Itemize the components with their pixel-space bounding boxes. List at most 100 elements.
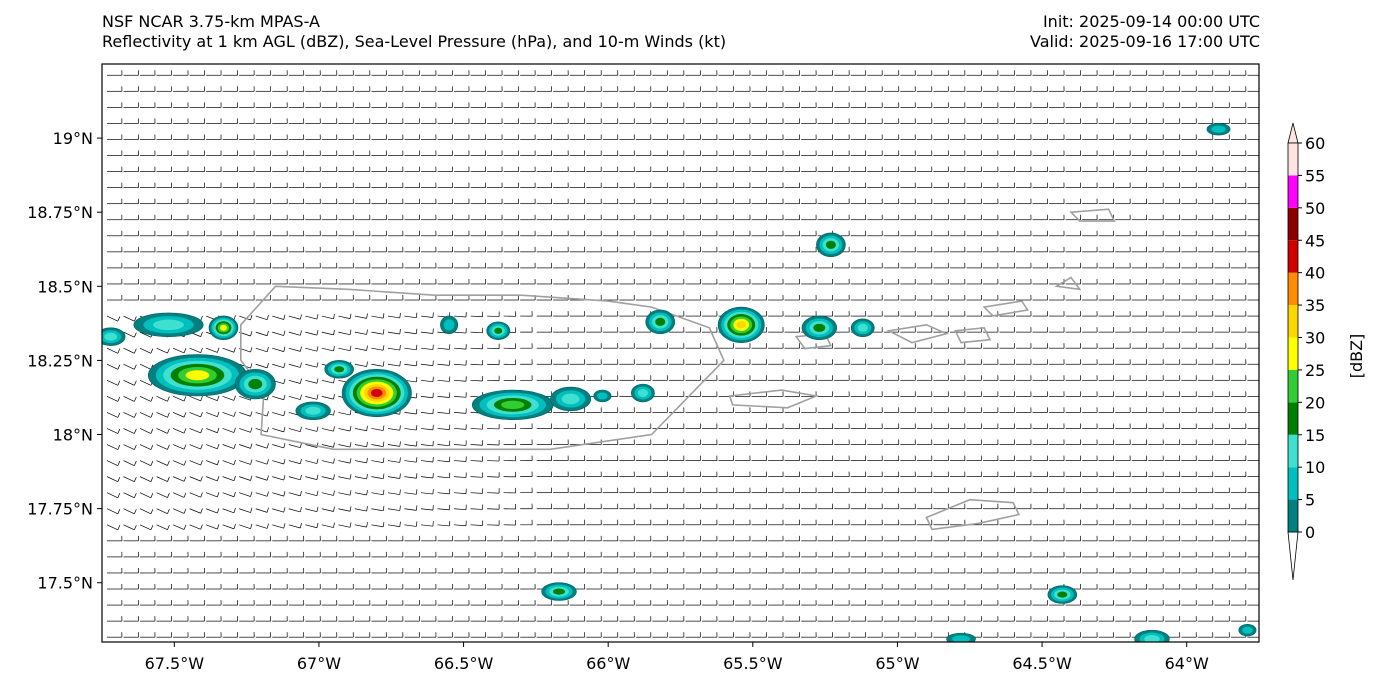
barb-flag <box>117 444 121 450</box>
barb-flag <box>217 395 220 401</box>
barb-flag <box>167 460 170 466</box>
barb-flag <box>382 425 385 431</box>
barb-shaft <box>206 492 218 498</box>
barb-shaft <box>239 460 251 465</box>
barb-shaft <box>321 444 334 448</box>
barb-shaft <box>321 508 334 512</box>
barb-shaft <box>387 508 400 511</box>
barb-flag <box>233 347 236 353</box>
barb-flag <box>382 441 385 447</box>
barb-shaft <box>454 412 467 414</box>
barb-shaft <box>437 428 450 430</box>
barb-shaft <box>139 363 152 370</box>
barb-shaft <box>172 508 185 514</box>
barb-shaft <box>106 412 118 418</box>
barb-shaft <box>139 476 152 483</box>
barb-shaft <box>387 444 400 447</box>
barb-flag <box>150 396 154 402</box>
barb-flag <box>416 473 418 479</box>
barb-flag <box>233 395 236 401</box>
barb-flag <box>382 345 385 351</box>
barb-shaft <box>123 476 135 483</box>
barb-flag <box>349 442 352 448</box>
barb-flag <box>167 524 170 530</box>
barb-shaft <box>255 508 268 513</box>
barb-shaft <box>338 476 351 480</box>
barb-shaft <box>371 524 384 528</box>
field-description: Reflectivity at 1 km AGL (dBZ), Sea-Leve… <box>102 32 727 51</box>
barb-shaft <box>272 363 284 368</box>
barb-shaft <box>305 444 318 448</box>
barb-flag <box>382 473 385 479</box>
barb-shaft <box>321 347 334 352</box>
barb-flag <box>366 313 368 319</box>
barb-flag <box>299 474 302 480</box>
barb-flag <box>366 457 368 463</box>
barb-shaft <box>123 347 135 354</box>
barb-shaft <box>305 379 318 384</box>
barb-shaft <box>222 524 235 530</box>
barb-shaft <box>206 508 218 514</box>
barb-shaft <box>255 363 268 369</box>
barb-flag <box>134 493 137 498</box>
barb-flag <box>233 491 236 497</box>
barb-flag <box>117 396 121 402</box>
barb-flag <box>366 329 368 335</box>
barb-flag <box>316 330 319 336</box>
barb-flag <box>150 476 154 482</box>
barb-shaft <box>288 460 301 465</box>
barb-shaft <box>189 444 201 450</box>
barb-flag <box>134 525 137 531</box>
barb-flag <box>399 361 401 367</box>
barb-flag <box>333 426 335 432</box>
barb-flag <box>217 411 220 417</box>
barb-flag <box>416 457 418 463</box>
barb-shaft <box>172 492 185 498</box>
barb-flag <box>399 312 401 318</box>
barb-shaft <box>156 347 168 354</box>
barb-flag <box>382 361 385 367</box>
map-background <box>102 64 1259 642</box>
barb-flag <box>349 426 352 432</box>
barb-flag <box>333 506 335 512</box>
barb-flag <box>167 412 170 418</box>
barb-flag <box>299 490 302 496</box>
barb-shaft <box>305 315 318 320</box>
barb-flag <box>349 474 352 480</box>
barb-flag <box>250 427 253 433</box>
barb-flag <box>316 474 319 480</box>
barb-shaft <box>437 347 450 350</box>
barb-shaft <box>371 476 384 480</box>
barb-shaft <box>454 331 467 334</box>
barb-shaft <box>321 331 334 336</box>
barb-shaft <box>106 460 118 466</box>
barb-shaft <box>437 524 450 527</box>
map-title-left: NSF NCAR 3.75-km MPAS-A Reflectivity at … <box>102 12 726 52</box>
barb-shaft <box>156 492 168 498</box>
barb-shaft <box>206 412 218 418</box>
barb-shaft <box>420 428 433 431</box>
barb-flag <box>134 428 137 434</box>
barb-shaft <box>272 508 284 513</box>
barb-flag <box>200 347 203 353</box>
barb-flag <box>167 476 170 482</box>
barb-shaft <box>470 460 483 462</box>
barb-flag <box>316 394 319 400</box>
barb-flag <box>200 396 203 401</box>
barb-shaft <box>420 412 433 415</box>
barb-shaft <box>139 331 152 338</box>
barb-flag <box>134 396 137 402</box>
barb-flag <box>416 409 418 415</box>
barb-shaft <box>437 444 450 447</box>
model-name: NSF NCAR 3.75-km MPAS-A <box>102 12 320 31</box>
barb-shaft <box>338 412 351 416</box>
barb-shaft <box>305 347 318 352</box>
barb-flag <box>283 523 286 529</box>
barb-shaft <box>321 524 334 528</box>
barb-shaft <box>371 460 384 463</box>
barb-shaft <box>371 492 384 496</box>
barb-shaft <box>470 524 483 526</box>
barb-flag <box>167 508 170 514</box>
barb-shaft <box>106 476 118 483</box>
barb-shaft <box>321 315 334 320</box>
